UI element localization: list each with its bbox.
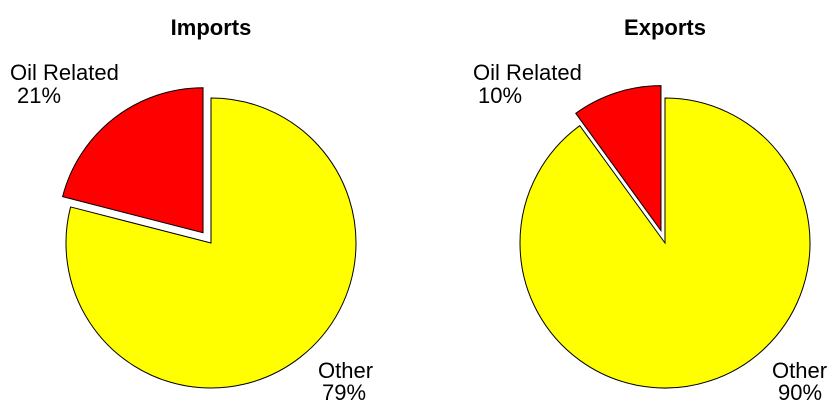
pie-slice bbox=[519, 97, 811, 389]
slice-value-label: 21% bbox=[17, 83, 61, 108]
slice-value-label: 90% bbox=[778, 380, 822, 405]
slice-label: Other bbox=[318, 358, 373, 383]
slice-label: Oil Related bbox=[473, 60, 582, 85]
pie-slice bbox=[65, 97, 357, 389]
slice-label: Oil Related bbox=[10, 60, 119, 85]
slice-label: Other bbox=[772, 358, 827, 383]
slice-value-label: 10% bbox=[478, 83, 522, 108]
chart-title: Imports bbox=[171, 15, 252, 40]
pie-slice bbox=[61, 87, 204, 234]
slice-value-label: 79% bbox=[322, 380, 366, 405]
pie-slice bbox=[575, 85, 662, 233]
chart-title: Exports bbox=[624, 15, 706, 40]
